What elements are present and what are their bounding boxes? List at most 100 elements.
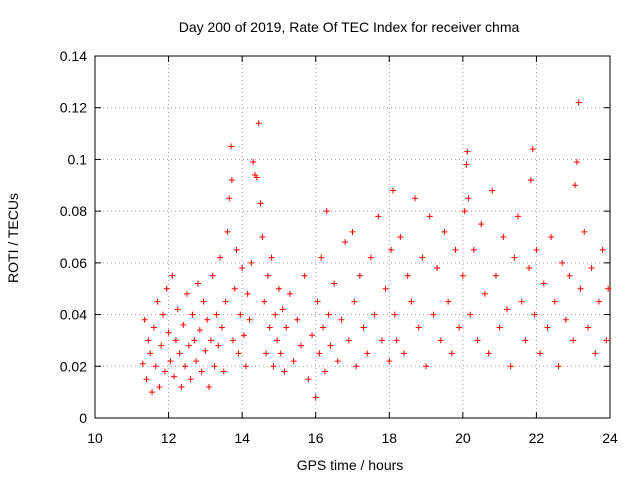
data-point bbox=[572, 182, 579, 189]
data-point bbox=[581, 228, 588, 235]
data-point bbox=[356, 272, 363, 279]
data-point bbox=[518, 298, 525, 305]
data-point bbox=[196, 327, 203, 334]
data-point bbox=[189, 311, 196, 318]
data-point bbox=[160, 311, 167, 318]
data-point bbox=[314, 298, 321, 305]
data-point bbox=[195, 280, 201, 287]
data-point bbox=[364, 350, 371, 357]
data-point bbox=[575, 99, 582, 106]
data-point bbox=[222, 298, 229, 305]
data-point bbox=[345, 337, 352, 344]
data-point bbox=[577, 285, 584, 292]
data-point bbox=[176, 350, 183, 357]
data-point bbox=[200, 298, 207, 305]
data-point bbox=[169, 272, 176, 279]
x-tick-labels: 10 12 14 16 18 20 22 24 bbox=[87, 430, 618, 446]
data-point bbox=[423, 363, 430, 370]
data-point bbox=[274, 337, 281, 344]
data-point bbox=[412, 195, 419, 202]
data-point bbox=[229, 337, 236, 344]
data-point bbox=[419, 254, 426, 261]
data-point bbox=[401, 350, 407, 357]
data-point bbox=[161, 368, 168, 375]
data-point bbox=[261, 298, 268, 305]
data-point bbox=[255, 120, 262, 127]
data-point bbox=[492, 272, 499, 279]
data-point bbox=[275, 285, 282, 292]
data-point bbox=[393, 337, 400, 344]
data-point bbox=[156, 383, 163, 390]
data-point bbox=[301, 272, 308, 279]
y-tick-label: 0.06 bbox=[60, 255, 87, 271]
data-point bbox=[240, 332, 247, 339]
data-point bbox=[526, 265, 533, 272]
data-point bbox=[500, 234, 507, 240]
y-tick-label: 0.08 bbox=[60, 203, 87, 219]
data-point bbox=[537, 350, 544, 357]
data-point bbox=[309, 332, 316, 339]
data-point bbox=[434, 265, 441, 272]
x-tick-label: 20 bbox=[455, 430, 471, 446]
data-point bbox=[515, 213, 522, 220]
data-point bbox=[342, 239, 349, 246]
x-tick-label: 10 bbox=[87, 430, 103, 446]
data-point bbox=[391, 311, 398, 318]
data-point bbox=[270, 363, 277, 370]
data-point bbox=[250, 159, 257, 166]
data-point bbox=[334, 358, 341, 365]
data-point bbox=[202, 347, 209, 354]
data-point bbox=[206, 383, 213, 390]
data-point bbox=[522, 337, 529, 344]
data-point bbox=[533, 246, 540, 253]
data-point bbox=[228, 143, 235, 150]
y-tick-label: 0.14 bbox=[60, 48, 87, 64]
plot-frame bbox=[94, 55, 611, 419]
x-tick-label: 22 bbox=[529, 430, 545, 446]
data-point bbox=[182, 363, 189, 370]
data-point bbox=[171, 373, 178, 380]
data-point bbox=[193, 358, 200, 365]
y-tick-labels: 0 0.02 0.04 0.06 0.08 0.1 0.12 0.14 bbox=[60, 48, 87, 426]
data-point bbox=[209, 272, 216, 279]
data-point bbox=[141, 316, 148, 323]
data-point bbox=[478, 221, 485, 228]
data-point bbox=[198, 368, 205, 375]
data-point bbox=[441, 228, 448, 235]
data-point bbox=[464, 148, 471, 155]
data-point bbox=[158, 342, 165, 349]
data-point bbox=[605, 285, 612, 292]
data-point bbox=[448, 350, 455, 357]
data-point bbox=[237, 311, 244, 318]
data-point bbox=[603, 337, 610, 344]
y-tick-label: 0.1 bbox=[68, 151, 88, 167]
data-point bbox=[246, 316, 253, 323]
data-point bbox=[290, 358, 297, 365]
data-point bbox=[233, 246, 240, 253]
data-point bbox=[172, 337, 179, 344]
data-point bbox=[185, 342, 192, 349]
data-point bbox=[562, 316, 569, 323]
data-point bbox=[298, 342, 304, 349]
data-point bbox=[507, 363, 514, 370]
data-point bbox=[465, 195, 472, 202]
data-point bbox=[220, 368, 227, 375]
y-tick-label: 0.12 bbox=[60, 100, 87, 116]
data-point bbox=[456, 324, 463, 331]
data-point bbox=[327, 342, 334, 349]
data-point bbox=[165, 329, 172, 336]
data-point bbox=[244, 290, 251, 297]
data-point bbox=[152, 363, 159, 370]
x-axis-label: GPS time / hours bbox=[297, 457, 404, 473]
data-point bbox=[397, 234, 404, 240]
data-point bbox=[430, 311, 437, 318]
data-point bbox=[217, 254, 224, 261]
data-point bbox=[504, 306, 510, 313]
data-point bbox=[294, 316, 301, 323]
data-point bbox=[555, 363, 562, 370]
data-point bbox=[386, 358, 393, 365]
data-point bbox=[150, 324, 157, 331]
data-point bbox=[437, 337, 444, 344]
data-point bbox=[445, 298, 452, 305]
data-point bbox=[474, 337, 481, 344]
